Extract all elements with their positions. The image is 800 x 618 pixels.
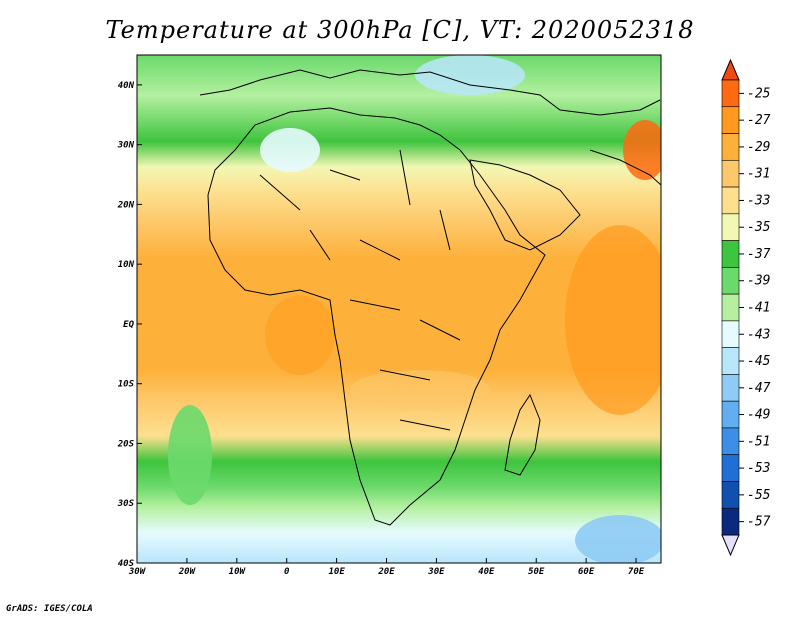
borders xyxy=(259,149,461,431)
africa-outline xyxy=(207,107,546,526)
colorbar: -25 -27 -29 -31 -33 -35 -37 -39 -41 -43 -45 -47 -49 -… xyxy=(721,58,771,557)
lat-tick-label: 30S xyxy=(117,499,135,509)
colorbar-swatch xyxy=(721,400,740,429)
colorbar-swatch xyxy=(721,454,740,482)
temperature-field xyxy=(137,55,661,563)
colorbar-label: -37 xyxy=(747,247,771,262)
lon-tick-label: 30E xyxy=(427,567,445,577)
lat-tick-label: 10N xyxy=(118,260,135,270)
colorbar-swatch xyxy=(721,320,740,348)
lon-tick-label: 30W xyxy=(128,567,147,577)
colorbar-label: -35 xyxy=(747,220,771,235)
colorbar-swatch xyxy=(721,374,740,402)
colorbar-swatch xyxy=(721,427,740,456)
arabia-outline xyxy=(469,159,581,251)
india-outline xyxy=(589,149,661,186)
axis-ticks: 30W 20W 10W 0 10E 20E 30E 40E 50E 60E 70E 40N 30N 20N… xyxy=(117,81,645,577)
lat-tick-label: 40S xyxy=(118,559,135,569)
lon-tick-label: 20E xyxy=(377,567,395,577)
lon-tick-label: 40E xyxy=(478,567,495,577)
colorbar-swatch xyxy=(721,347,740,375)
lat-tick-label: 40N xyxy=(118,81,135,91)
colorbar-label: -27 xyxy=(747,113,771,128)
colorbar-swatch xyxy=(721,133,740,161)
colorbar-label: -33 xyxy=(747,193,770,208)
lat-tick-label: 20N xyxy=(117,200,135,210)
colorbar-swatch xyxy=(721,79,740,108)
map-title: Temperature at 300hPa [C], VT: 202005231… xyxy=(105,16,695,44)
lon-tick-label: 10E xyxy=(328,567,345,577)
colorbar-swatch xyxy=(721,186,740,215)
lat-tick-label: 10S xyxy=(118,380,135,390)
colorbar-label: -51 xyxy=(747,434,770,449)
plot-frame xyxy=(136,54,662,564)
lat-tick-label: 30N xyxy=(117,141,135,151)
colorbar-label: -57 xyxy=(747,515,771,530)
colorbar-swatch xyxy=(721,267,740,295)
lat-tick-label: EQ xyxy=(123,320,134,330)
colorbar-bottom-arrow xyxy=(721,534,740,557)
lon-tick-label: 70E xyxy=(628,567,645,577)
colorbar-label: -47 xyxy=(747,381,771,396)
colorbar-swatch xyxy=(721,159,740,188)
colorbar-swatch xyxy=(721,507,740,536)
colorbar-label: -31 xyxy=(747,167,770,182)
colorbar-label: -41 xyxy=(747,301,770,316)
europe-coast xyxy=(199,69,661,116)
colorbar-label: -39 xyxy=(747,274,770,289)
colorbar-top-arrow xyxy=(721,58,740,81)
colorbar-swatch xyxy=(721,293,740,322)
madagascar-outline xyxy=(504,393,541,476)
colorbar-swatch xyxy=(721,481,740,509)
lon-tick-label: 50E xyxy=(528,567,545,577)
colorbar-label: -45 xyxy=(747,354,771,369)
lon-tick-label: 60E xyxy=(578,567,595,577)
colorbar-swatch xyxy=(721,240,740,268)
grads-credit: GrADS: IGES/COLA xyxy=(6,604,93,614)
colorbar-label: -53 xyxy=(747,461,770,476)
lon-tick-label: 20W xyxy=(178,567,197,577)
coastlines xyxy=(199,69,661,526)
lat-tick-label: 20S xyxy=(117,439,135,449)
colorbar-label: -43 xyxy=(747,327,770,342)
colorbar-label: -55 xyxy=(747,488,771,503)
colorbar-label: -25 xyxy=(747,86,771,101)
colorbar-swatch xyxy=(721,213,740,241)
colorbar-label: -49 xyxy=(747,408,770,423)
colorbar-label: -29 xyxy=(747,140,770,155)
lon-tick-label: 0 xyxy=(284,567,290,577)
colorbar-swatch xyxy=(721,106,740,134)
lon-tick-label: 10W xyxy=(229,567,247,577)
